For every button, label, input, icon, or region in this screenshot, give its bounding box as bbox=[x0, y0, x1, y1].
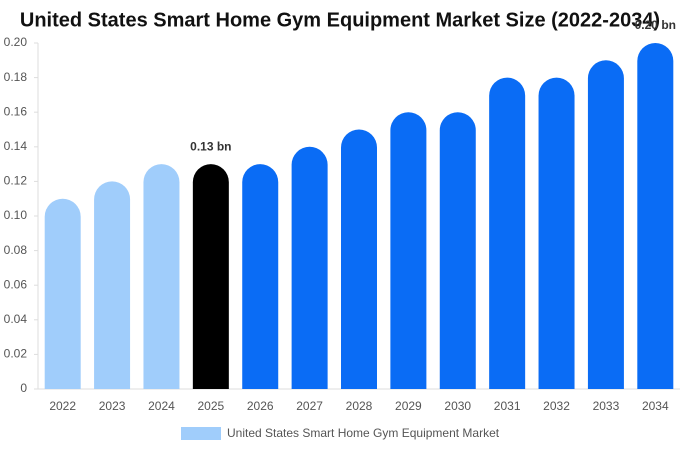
bar bbox=[587, 60, 624, 389]
y-tick-label: 0.12 bbox=[4, 174, 28, 188]
bar bbox=[637, 43, 674, 389]
y-tick-label: 0 bbox=[20, 381, 27, 395]
bar bbox=[291, 146, 328, 389]
y-tick-label: 0.16 bbox=[4, 104, 28, 118]
bar bbox=[489, 77, 526, 389]
x-tick-label: 2030 bbox=[444, 399, 471, 413]
value-label: 0.13 bn bbox=[190, 139, 231, 153]
x-tick-label: 2024 bbox=[148, 399, 175, 413]
x-tick-label: 2026 bbox=[247, 399, 274, 413]
x-tick-label: 2033 bbox=[593, 399, 620, 413]
bar bbox=[242, 164, 279, 389]
y-tick-label: 0.18 bbox=[4, 70, 28, 84]
bar bbox=[341, 129, 377, 389]
x-tick-label: 2029 bbox=[395, 399, 422, 413]
bar bbox=[538, 77, 575, 389]
x-tick-label: 2027 bbox=[296, 399, 323, 413]
legend-swatch bbox=[181, 427, 221, 440]
y-tick-label: 0.10 bbox=[4, 208, 28, 222]
x-tick-label: 2025 bbox=[197, 399, 224, 413]
x-tick-label: 2022 bbox=[49, 399, 76, 413]
legend-label: United States Smart Home Gym Equipment M… bbox=[227, 426, 500, 440]
bar bbox=[439, 112, 476, 389]
y-tick-label: 0.08 bbox=[4, 243, 28, 257]
x-tick-label: 2023 bbox=[99, 399, 126, 413]
y-tick-label: 0.20 bbox=[4, 35, 28, 49]
bar bbox=[192, 164, 229, 389]
bar bbox=[44, 198, 81, 389]
y-tick-label: 0.02 bbox=[4, 347, 28, 361]
value-label: 0.20 bn bbox=[635, 18, 676, 32]
y-tick-label: 0.06 bbox=[4, 277, 28, 291]
y-tick-label: 0.14 bbox=[4, 139, 28, 153]
bar bbox=[94, 181, 131, 389]
x-tick-label: 2028 bbox=[346, 399, 373, 413]
bar bbox=[390, 112, 427, 389]
bar bbox=[143, 164, 180, 389]
x-tick-label: 2034 bbox=[642, 399, 669, 413]
y-tick-label: 0.04 bbox=[4, 312, 28, 326]
x-tick-label: 2032 bbox=[543, 399, 570, 413]
chart-title: United States Smart Home Gym Equipment M… bbox=[20, 9, 660, 31]
x-tick-label: 2031 bbox=[494, 399, 521, 413]
